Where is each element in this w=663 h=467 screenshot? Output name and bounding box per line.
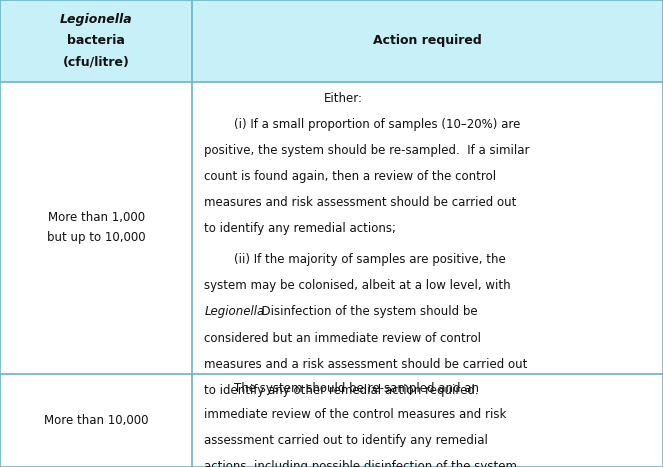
Text: (ii) If the majority of samples are positive, the: (ii) If the majority of samples are posi… [204, 253, 506, 266]
Text: count is found again, then a review of the control: count is found again, then a review of t… [204, 170, 497, 183]
Text: (i) If a small proportion of samples (10–20%) are: (i) If a small proportion of samples (10… [204, 118, 520, 131]
Text: measures and a risk assessment should be carried out: measures and a risk assessment should be… [204, 358, 528, 371]
Text: More than 1,000: More than 1,000 [48, 211, 145, 224]
Text: actions, including possible disinfection of the system.: actions, including possible disinfection… [204, 460, 521, 467]
Text: considered but an immediate review of control: considered but an immediate review of co… [204, 332, 481, 345]
Text: bacteria: bacteria [67, 35, 125, 47]
Text: positive, the system should be re-sampled.  If a similar: positive, the system should be re-sample… [204, 144, 530, 157]
Text: assessment carried out to identify any remedial: assessment carried out to identify any r… [204, 434, 488, 447]
Text: Disinfection of the system should be: Disinfection of the system should be [254, 305, 477, 318]
Text: measures and risk assessment should be carried out: measures and risk assessment should be c… [204, 196, 516, 209]
Text: Either:: Either: [324, 92, 363, 105]
Text: immediate review of the control measures and risk: immediate review of the control measures… [204, 408, 507, 421]
Text: Action required: Action required [373, 35, 482, 47]
Text: The system should be re-sampled and an: The system should be re-sampled and an [204, 382, 479, 395]
Bar [0, 0, 663, 82]
Bar [0, 82, 663, 374]
Text: to identify any other remedial action required.: to identify any other remedial action re… [204, 384, 479, 397]
Text: but up to 10,000: but up to 10,000 [47, 232, 145, 244]
Text: to identify any remedial actions;: to identify any remedial actions; [204, 222, 396, 235]
Bar [0, 374, 663, 467]
Text: (cfu/litre): (cfu/litre) [63, 56, 129, 68]
Text: system may be colonised, albeit at a low level, with: system may be colonised, albeit at a low… [204, 279, 511, 292]
Text: Legionella: Legionella [60, 14, 133, 26]
Text: Legionella.: Legionella. [204, 305, 269, 318]
Text: More than 10,000: More than 10,000 [44, 414, 149, 427]
